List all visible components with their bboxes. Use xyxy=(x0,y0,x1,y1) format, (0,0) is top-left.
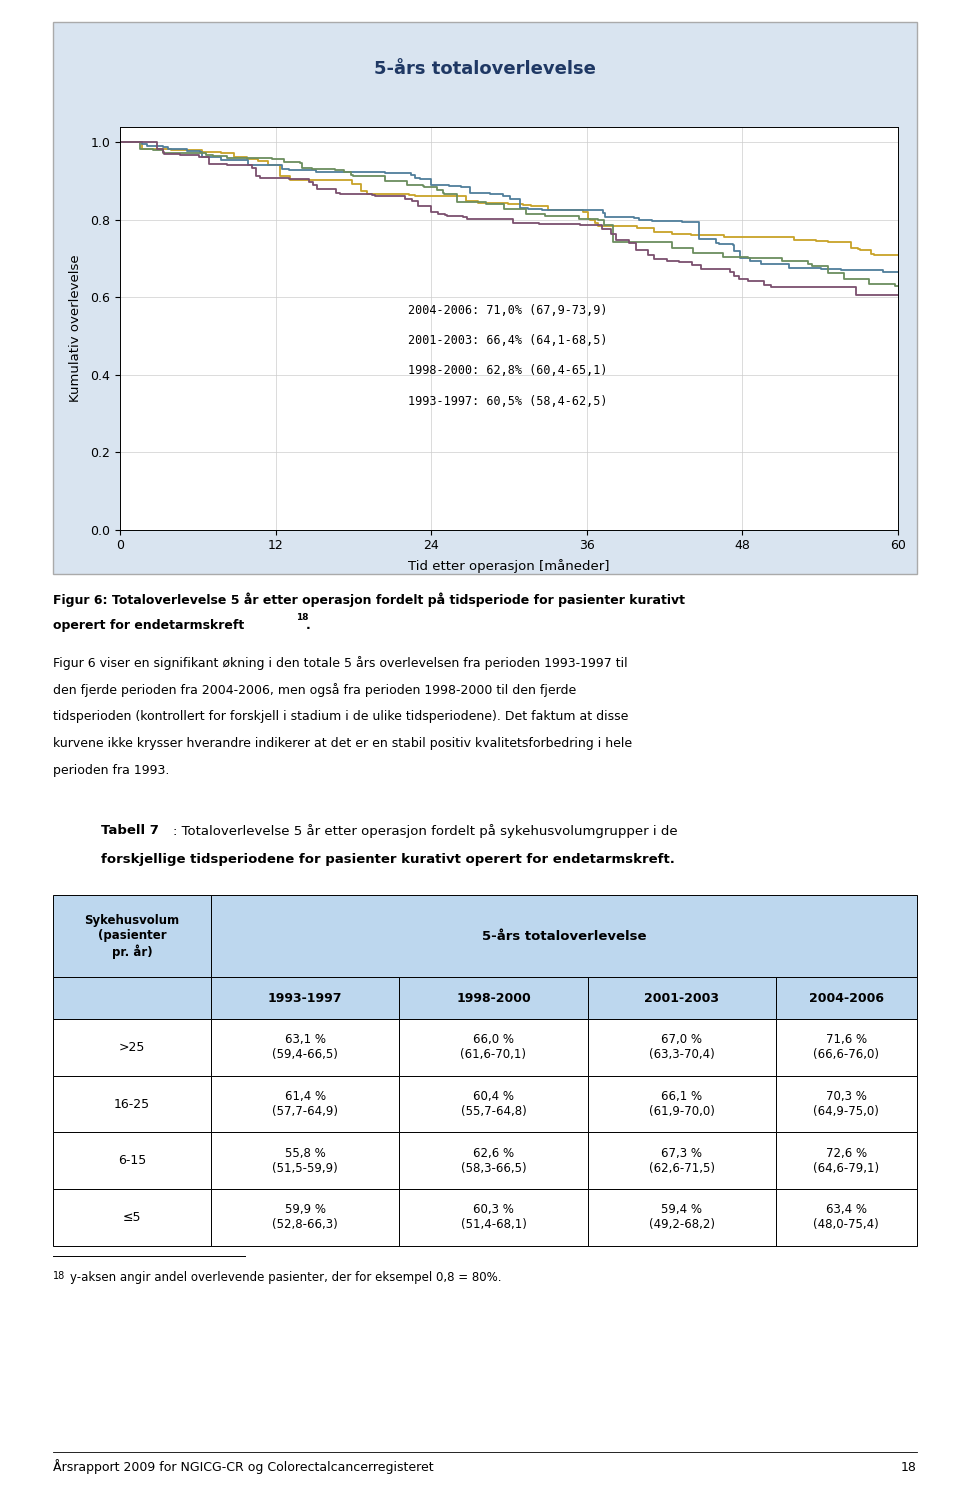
Text: .: . xyxy=(306,619,311,633)
Text: kurvene ikke krysser hverandre indikerer at det er en stabil positiv kvalitetsfo: kurvene ikke krysser hverandre indikerer… xyxy=(53,737,632,750)
Text: 60,3 %
(51,4-68,1): 60,3 % (51,4-68,1) xyxy=(461,1204,526,1231)
Text: perioden fra 1993.: perioden fra 1993. xyxy=(53,764,169,777)
Text: >25: >25 xyxy=(119,1041,145,1053)
Text: 63,4 %
(48,0-75,4): 63,4 % (48,0-75,4) xyxy=(813,1204,879,1231)
Text: 18: 18 xyxy=(296,613,308,622)
Text: : Totaloverlevelse 5 år etter operasjon fordelt på sykehusvolumgrupper i de: : Totaloverlevelse 5 år etter operasjon … xyxy=(173,824,678,837)
Text: Årsrapport 2009 for NGICG-CR og Colorectalcancerregisteret: Årsrapport 2009 for NGICG-CR og Colorect… xyxy=(53,1459,433,1474)
Text: Figur 6 viser en signifikant økning i den totale 5 års overlevelsen fra perioden: Figur 6 viser en signifikant økning i de… xyxy=(53,656,628,670)
Text: tidsperioden (kontrollert for forskjell i stadium i de ulike tidsperiodene). Det: tidsperioden (kontrollert for forskjell … xyxy=(53,710,628,724)
Text: Sykehusvolum
(pasienter
pr. år): Sykehusvolum (pasienter pr. år) xyxy=(84,913,180,959)
Text: 59,4 %
(49,2-68,2): 59,4 % (49,2-68,2) xyxy=(649,1204,714,1231)
Text: 55,8 %
(51,5-59,9): 55,8 % (51,5-59,9) xyxy=(273,1147,338,1174)
Text: 67,0 %
(63,3-70,4): 67,0 % (63,3-70,4) xyxy=(649,1034,714,1061)
Text: 60,4 %
(55,7-64,8): 60,4 % (55,7-64,8) xyxy=(461,1091,526,1118)
Text: 2001-2003: 66,4% (64,1-68,5): 2001-2003: 66,4% (64,1-68,5) xyxy=(408,334,608,348)
Text: Tabell 7: Tabell 7 xyxy=(101,824,158,837)
Text: Figur 6: Totaloverlevelse 5 år etter operasjon fordelt på tidsperiode for pasien: Figur 6: Totaloverlevelse 5 år etter ope… xyxy=(53,592,684,607)
Text: 63,1 %
(59,4-66,5): 63,1 % (59,4-66,5) xyxy=(273,1034,338,1061)
X-axis label: Tid etter operasjon [måneder]: Tid etter operasjon [måneder] xyxy=(408,560,610,573)
Text: operert for endetarmskreft: operert for endetarmskreft xyxy=(53,619,244,633)
Text: 2001-2003: 2001-2003 xyxy=(644,992,719,1004)
Text: 66,0 %
(61,6-70,1): 66,0 % (61,6-70,1) xyxy=(461,1034,526,1061)
Text: 18: 18 xyxy=(53,1271,65,1282)
Text: 66,1 %
(61,9-70,0): 66,1 % (61,9-70,0) xyxy=(649,1091,714,1118)
Text: den fjerde perioden fra 2004-2006, men også fra perioden 1998-2000 til den fjerd: den fjerde perioden fra 2004-2006, men o… xyxy=(53,683,576,697)
Text: 71,6 %
(66,6-76,0): 71,6 % (66,6-76,0) xyxy=(813,1034,879,1061)
Text: 72,6 %
(64,6-79,1): 72,6 % (64,6-79,1) xyxy=(813,1147,879,1174)
Text: 1998-2000: 62,8% (60,4-65,1): 1998-2000: 62,8% (60,4-65,1) xyxy=(408,364,608,377)
Text: ≤5: ≤5 xyxy=(123,1212,141,1223)
Text: 5-års totaloverlevelse: 5-års totaloverlevelse xyxy=(482,930,646,943)
Text: 62,6 %
(58,3-66,5): 62,6 % (58,3-66,5) xyxy=(461,1147,526,1174)
Text: y-aksen angir andel overlevende pasienter, der for eksempel 0,8 = 80%.: y-aksen angir andel overlevende pasiente… xyxy=(70,1271,501,1285)
Text: 18: 18 xyxy=(900,1461,917,1474)
Text: 61,4 %
(57,7-64,9): 61,4 % (57,7-64,9) xyxy=(273,1091,338,1118)
Text: 1993-1997: 60,5% (58,4-62,5): 1993-1997: 60,5% (58,4-62,5) xyxy=(408,395,608,407)
Text: 2004-2006: 2004-2006 xyxy=(808,992,884,1004)
Text: 70,3 %
(64,9-75,0): 70,3 % (64,9-75,0) xyxy=(813,1091,879,1118)
Y-axis label: Kumulativ overlevelse: Kumulativ overlevelse xyxy=(69,255,82,401)
Text: 59,9 %
(52,8-66,3): 59,9 % (52,8-66,3) xyxy=(273,1204,338,1231)
Text: 1998-2000: 1998-2000 xyxy=(456,992,531,1004)
Text: forskjellige tidsperiodene for pasienter kurativt operert for endetarmskreft.: forskjellige tidsperiodene for pasienter… xyxy=(101,853,675,867)
Text: 1993-1997: 1993-1997 xyxy=(268,992,343,1004)
Text: 6-15: 6-15 xyxy=(118,1155,146,1167)
Text: 16-25: 16-25 xyxy=(114,1098,150,1110)
Text: 2004-2006: 71,0% (67,9-73,9): 2004-2006: 71,0% (67,9-73,9) xyxy=(408,304,608,318)
Text: 67,3 %
(62,6-71,5): 67,3 % (62,6-71,5) xyxy=(649,1147,714,1174)
Text: 5-års totaloverlevelse: 5-års totaloverlevelse xyxy=(373,60,596,78)
